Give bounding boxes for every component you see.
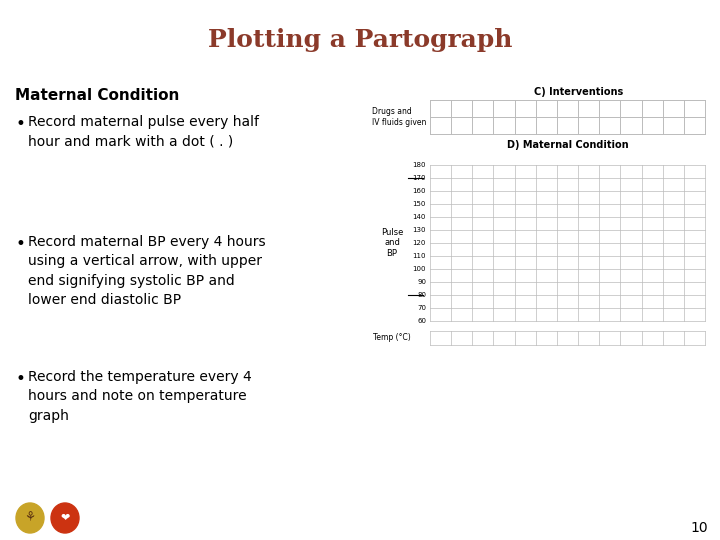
Text: 100: 100 (413, 266, 426, 272)
Text: ❤: ❤ (60, 513, 70, 523)
Text: •: • (16, 115, 26, 133)
Text: 120: 120 (413, 240, 426, 246)
Text: 90: 90 (417, 279, 426, 285)
Text: Plotting a Partograph: Plotting a Partograph (208, 28, 512, 52)
Text: 170: 170 (413, 175, 426, 181)
Text: 140: 140 (413, 214, 426, 220)
Text: Record maternal pulse every half
hour and mark with a dot ( . ): Record maternal pulse every half hour an… (28, 115, 259, 148)
Text: C) Interventions: C) Interventions (534, 87, 624, 97)
Text: 160: 160 (413, 188, 426, 194)
Text: ⚘: ⚘ (24, 511, 35, 524)
Text: 80: 80 (417, 292, 426, 298)
Text: D) Maternal Condition: D) Maternal Condition (507, 140, 629, 150)
Text: Drugs and
IV fluids given: Drugs and IV fluids given (372, 107, 426, 126)
Ellipse shape (16, 503, 44, 533)
Text: Record the temperature every 4
hours and note on temperature
graph: Record the temperature every 4 hours and… (28, 370, 252, 423)
Ellipse shape (51, 503, 79, 533)
Text: Temp (°C): Temp (°C) (373, 334, 411, 342)
Text: 130: 130 (413, 227, 426, 233)
Text: Record maternal BP every 4 hours
using a vertical arrow, with upper
end signifyi: Record maternal BP every 4 hours using a… (28, 235, 266, 307)
Text: 60: 60 (417, 318, 426, 324)
Text: Pulse
and
BP: Pulse and BP (381, 228, 403, 258)
Text: •: • (16, 235, 26, 253)
Text: 180: 180 (413, 162, 426, 168)
Text: •: • (16, 370, 26, 388)
Text: 10: 10 (690, 521, 708, 535)
Text: 70: 70 (417, 305, 426, 311)
Text: 150: 150 (413, 201, 426, 207)
Text: 110: 110 (413, 253, 426, 259)
Text: Maternal Condition: Maternal Condition (15, 88, 179, 103)
